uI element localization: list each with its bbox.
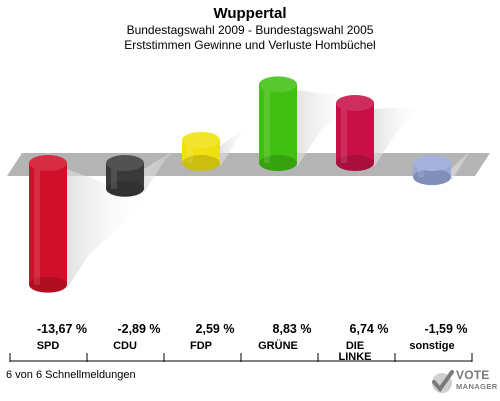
bar-top-cap <box>259 76 297 93</box>
bar-highlight <box>34 163 40 285</box>
bar-highlight <box>341 103 347 163</box>
bar-sonstige <box>413 140 481 186</box>
bar-bottom-cap <box>182 155 220 171</box>
bar-bottom-cap <box>29 276 67 293</box>
bar-bottom-cap <box>336 155 374 171</box>
bar-shadow <box>67 169 150 289</box>
value-label-sonstige: -1,59 % <box>424 322 467 336</box>
value-label-cdu: -2,89 % <box>117 322 160 336</box>
logo-line2: MANAGER <box>456 382 498 391</box>
bar-body <box>259 84 297 163</box>
vote-manager-logo: VOTE MANAGER <box>430 368 498 396</box>
value-label-spd: -13,67 % <box>37 322 87 336</box>
bar-die-linke <box>336 95 426 171</box>
bar-highlight <box>418 163 424 178</box>
bar-bottom-cap <box>413 169 451 186</box>
bar-fdp <box>182 122 254 171</box>
category-label-fdp: FDP <box>190 340 212 352</box>
bar-top-cap <box>413 155 451 171</box>
status-text: 6 von 6 Schnellmeldungen <box>6 369 136 381</box>
category-label-sonstige: sonstige <box>409 340 454 352</box>
category-label-cdu: CDU <box>113 340 137 352</box>
bar-top-cap <box>106 155 144 171</box>
chart-title: Wuppertal <box>213 5 287 22</box>
category-label-gr-ne: GRÜNE <box>258 339 298 352</box>
category-label-die-linke: LINKE <box>339 351 372 363</box>
bar-top-cap <box>336 95 374 112</box>
bar-body <box>29 163 67 285</box>
bar-bottom-cap <box>106 180 144 197</box>
chart-subtitle-line1: Bundestagswahl 2009 - Bundestagswahl 200… <box>126 23 374 37</box>
bar-highlight <box>111 163 117 189</box>
category-label-spd: SPD <box>37 340 60 352</box>
bar-spd <box>29 155 150 293</box>
bar-bottom-cap <box>259 155 297 171</box>
bar-top-cap <box>182 131 220 148</box>
value-label-die-linke: 6,74 % <box>350 322 389 336</box>
value-label-fdp: 2,59 % <box>196 322 235 336</box>
category-axis <box>9 353 473 362</box>
bar-cdu <box>106 147 179 197</box>
bar-body <box>336 103 374 163</box>
chart-titles: Wuppertal Bundestagswahl 2009 - Bundesta… <box>0 5 500 53</box>
bar-shadow <box>220 122 254 167</box>
logo-text: VOTE MANAGER <box>456 368 498 392</box>
value-label-gr-ne: 8,83 % <box>273 322 312 336</box>
category-label-die-linke: DIE <box>346 340 364 352</box>
logo-line1: VOTE <box>456 368 490 382</box>
bar-highlight <box>264 84 270 163</box>
chart-subtitle-line2: Erststimmen Gewinne und Verluste Hombüch… <box>124 38 376 52</box>
checkmark-logo-icon <box>432 370 454 393</box>
bar-shadow <box>374 106 426 167</box>
bar-top-cap <box>29 155 67 171</box>
bar-highlight <box>187 139 193 163</box>
bar-shadow <box>144 147 179 193</box>
